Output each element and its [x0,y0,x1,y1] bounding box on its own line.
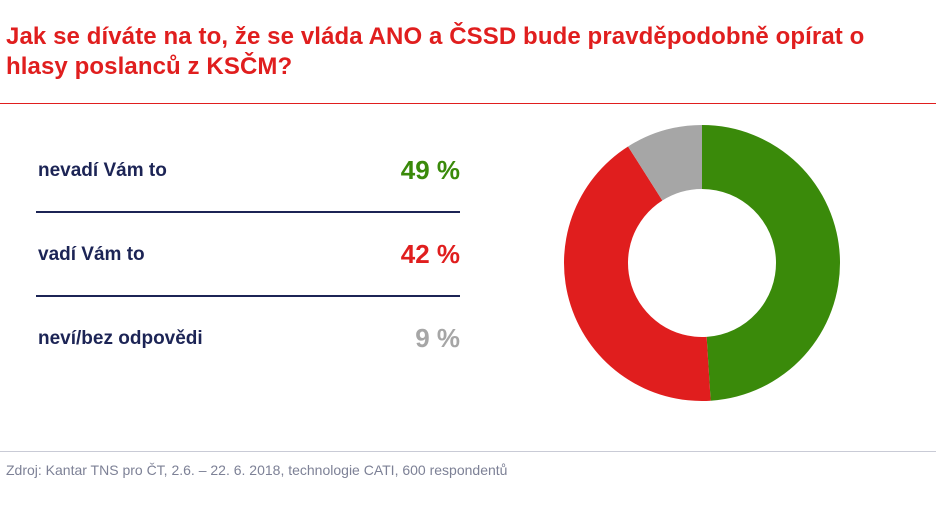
source-note: Zdroj: Kantar TNS pro ČT, 2.6. – 22. 6. … [6,462,508,478]
row-label-vadi: vadí Vám to [38,244,145,265]
row-value-nevadi: 49 % [400,155,460,185]
title-divider [0,103,936,104]
donut-slice-1 [702,125,841,401]
row-label-nevadi: nevadí Vám to [38,160,167,181]
row-divider [36,211,460,213]
donut-chart [563,125,841,401]
donut-slice-3 [628,125,702,201]
chart-title: Jak se díváte na to, že se vláda ANO a Č… [6,23,865,80]
row-label-nevi: neví/bez odpovědi [38,328,203,349]
source-divider [0,451,936,452]
row-divider [36,295,460,297]
donut-slice-2 [563,146,711,401]
row-value-nevi: 9 % [415,323,460,353]
row-value-vadi: 42 % [400,239,460,269]
